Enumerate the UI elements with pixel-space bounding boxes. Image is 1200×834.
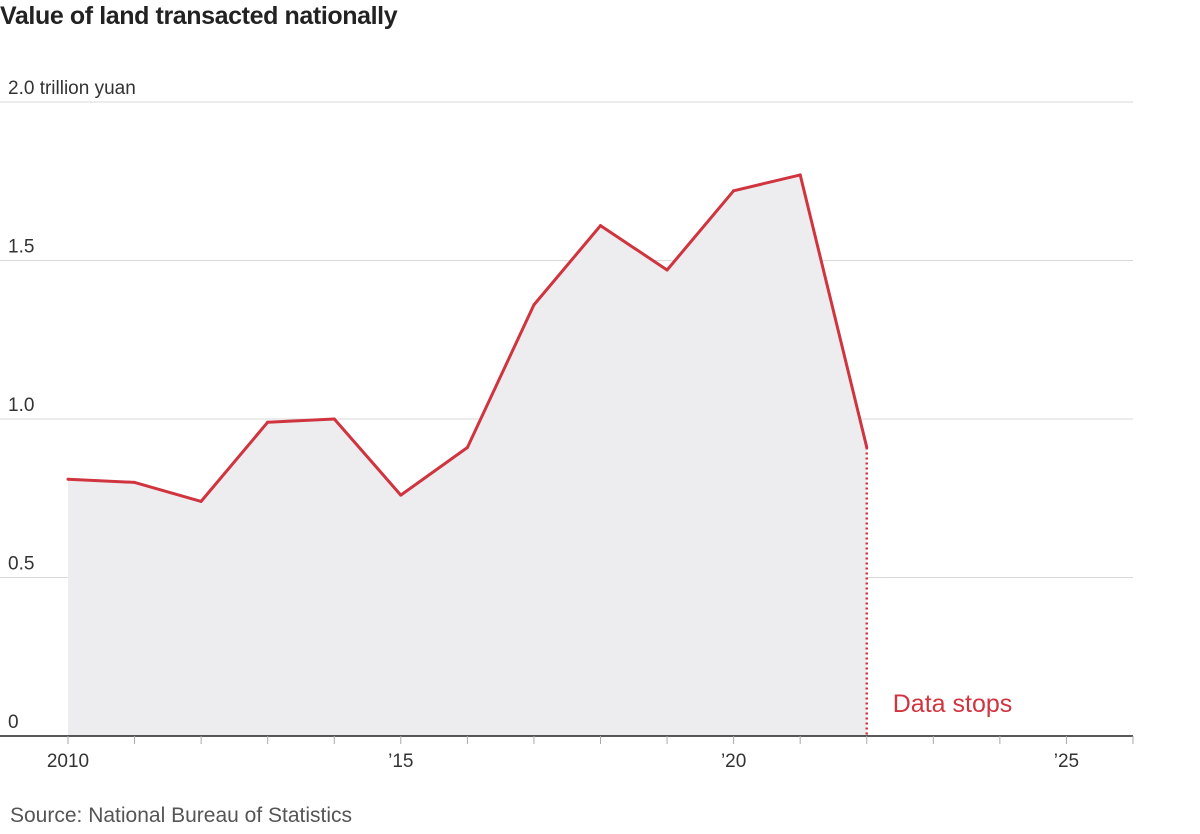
data-point <box>865 446 869 450</box>
data-point <box>599 224 602 228</box>
y-axis-labels: 2.0 trillion yuan 1.5 1.0 0.5 0 <box>8 78 136 733</box>
data-stops-label: Data stops <box>893 690 1013 718</box>
data-point <box>66 477 70 481</box>
data-point <box>399 493 403 497</box>
data-point <box>199 499 203 503</box>
data-point <box>665 268 669 272</box>
chart-title: Value of land transacted nationally <box>0 2 398 30</box>
data-point <box>532 303 536 307</box>
data-points <box>66 173 869 503</box>
area-fill <box>68 174 867 736</box>
x-tick-label: ’25 <box>1054 751 1079 772</box>
x-axis-labels: 2010 ’15 ’20 ’25 <box>47 751 1079 772</box>
source-note: Source: National Bureau of Statistics <box>10 804 353 827</box>
data-point <box>332 417 336 421</box>
y-tick-label: 2.0 trillion yuan <box>8 78 136 99</box>
data-point <box>266 420 270 424</box>
x-axis <box>0 735 1134 744</box>
data-point <box>133 480 137 484</box>
x-tick-label: 2010 <box>47 751 89 772</box>
y-tick-label: 1.0 <box>8 395 34 416</box>
y-tick-label: 0.5 <box>8 554 34 575</box>
x-tick-label: ’20 <box>721 751 746 772</box>
data-point <box>732 189 736 193</box>
y-tick-label: 0 <box>8 712 19 733</box>
x-tick-label: ’15 <box>388 751 413 772</box>
data-point <box>465 446 469 450</box>
y-tick-label: 1.5 <box>8 237 34 258</box>
data-point <box>798 173 802 177</box>
